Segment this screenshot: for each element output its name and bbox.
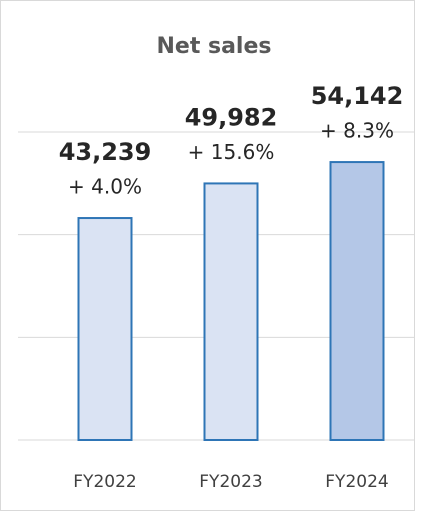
bar xyxy=(203,182,259,442)
value-label: 43,239 xyxy=(59,138,152,166)
bar xyxy=(77,217,133,441)
value-label: 54,142 xyxy=(311,82,404,110)
x-tick-label: FY2023 xyxy=(199,472,262,492)
growth-label: + 8.3% xyxy=(320,119,394,143)
bar xyxy=(329,161,385,441)
growth-label: + 4.0% xyxy=(68,175,142,199)
value-label: 49,982 xyxy=(185,103,278,131)
x-tick-label: FY2022 xyxy=(73,472,136,492)
growth-label: + 15.6% xyxy=(188,140,275,164)
chart-title: Net sales xyxy=(156,34,271,59)
x-tick-label: FY2024 xyxy=(325,472,388,492)
